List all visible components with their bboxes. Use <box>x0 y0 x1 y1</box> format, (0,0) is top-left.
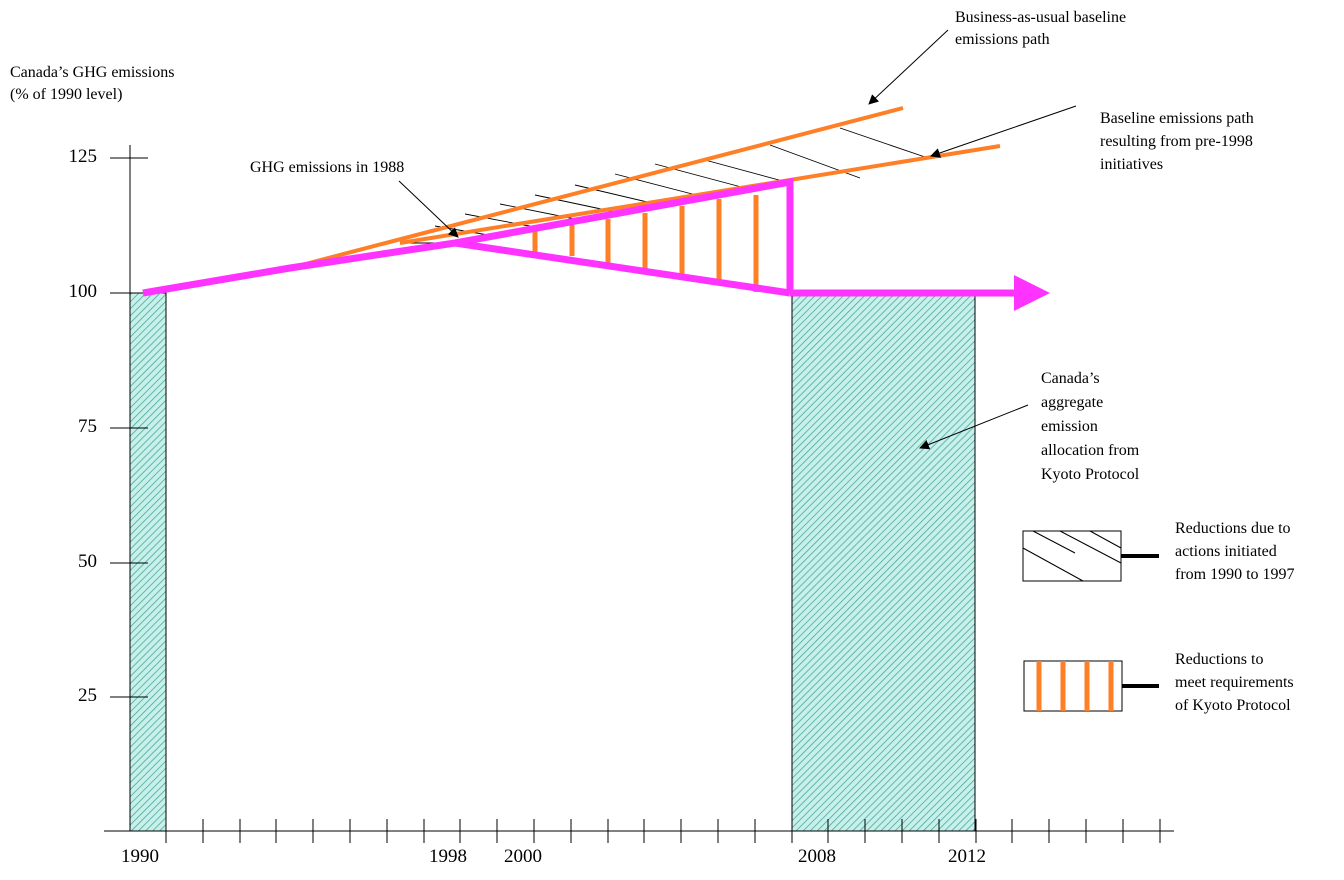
y-axis-title-line2: (% of 1990 level) <box>10 86 123 103</box>
y-axis-ticks <box>110 157 148 698</box>
bau-baseline-line <box>289 106 904 270</box>
annotation-pre1998-line1: Baseline emissions path <box>1100 110 1254 127</box>
x-tick-label: 1998 <box>429 846 467 867</box>
legend-item2-line1: Reductions to <box>1175 651 1264 668</box>
annotation-ghg-1988: GHG emissions in 1988 <box>250 159 405 176</box>
annotation-bau-line2: emissions path <box>955 31 1050 48</box>
annotation-kyoto-line1: Canada’s <box>1041 370 1100 387</box>
legend-item2-line2: meet requirements <box>1175 674 1294 691</box>
y-tick-label: 25 <box>78 685 97 706</box>
allocation-bar-1990 <box>129 292 167 832</box>
y-tick-label: 75 <box>78 416 97 437</box>
legend-item1-line2: actions initiated <box>1175 543 1277 560</box>
legend-box-hatch <box>1022 530 1159 582</box>
legend-item2-line3: of Kyoto Protocol <box>1175 697 1291 714</box>
pre1998-baseline-line <box>399 144 1001 245</box>
x-axis-ticks <box>165 819 1161 843</box>
allocation-bar-2008-2012 <box>791 292 976 832</box>
annotation-bau-line1: Business-as-usual baseline <box>955 9 1127 26</box>
x-tick-label: 1990 <box>121 846 159 867</box>
y-tick-label: 50 <box>78 551 97 572</box>
y-tick-label: 100 <box>68 281 98 302</box>
legend-item1-line1: Reductions due to <box>1175 520 1291 537</box>
annotation-pre1998-line3: initiatives <box>1100 156 1164 173</box>
x-tick-label: 2000 <box>504 846 542 867</box>
annotation-pre1998-line2: resulting from pre-1998 <box>1100 133 1253 150</box>
hatch-reductions-1990-1997 <box>400 127 926 244</box>
annotation-kyoto-line5: Kyoto Protocol <box>1041 466 1140 483</box>
emissions-path-arrowhead <box>1014 275 1050 311</box>
kyoto-reduction-bars <box>532 195 759 292</box>
y-axis-title-line1: Canada’s GHG emissions <box>10 64 175 81</box>
y-tick-label: 125 <box>68 146 98 167</box>
legend-box-orange <box>1023 660 1159 712</box>
annotation-kyoto-line3: emission <box>1041 418 1098 435</box>
x-tick-label: 2012 <box>948 846 986 867</box>
annotation-kyoto-line2: aggregate <box>1041 394 1104 411</box>
x-tick-label: 2008 <box>798 846 836 867</box>
emissions-path <box>142 177 1018 297</box>
legend-item1-line3: from 1990 to 1997 <box>1175 566 1295 583</box>
annotation-arrows <box>398 29 1077 450</box>
annotation-kyoto-line4: allocation from <box>1041 442 1140 459</box>
